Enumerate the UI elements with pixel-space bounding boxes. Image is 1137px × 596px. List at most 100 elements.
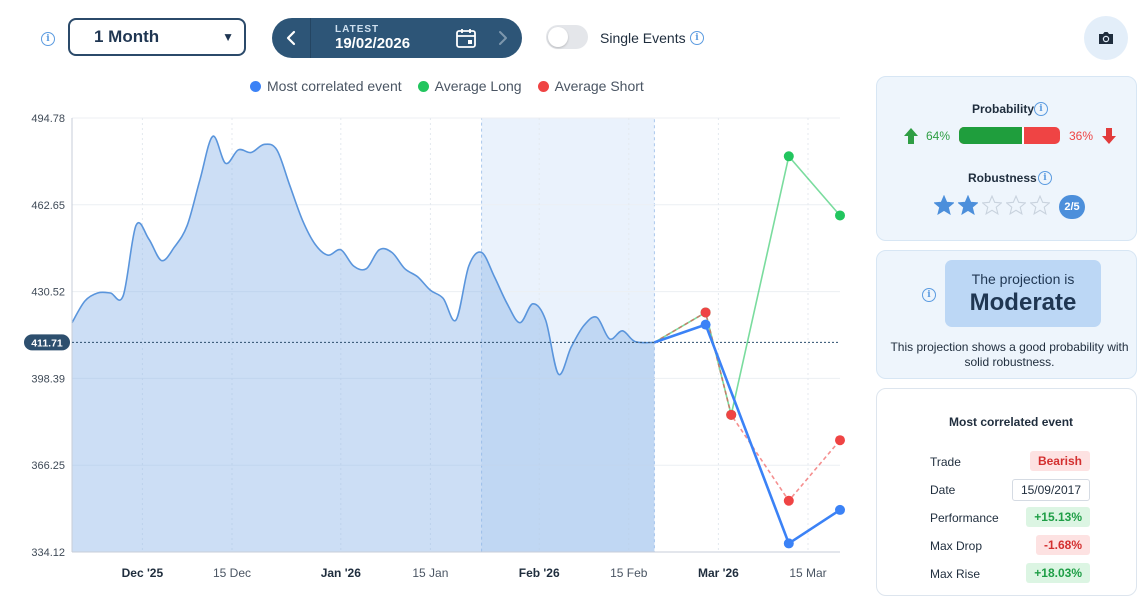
camera-icon [1099,32,1113,44]
probability-panel: Probability i 64% 36% Robustness i 2/5 [876,76,1137,241]
event-row-value: +15.13% [1026,507,1090,527]
event-row-value: -1.68% [1035,535,1090,555]
projection-description: This projection shows a good probability… [890,340,1129,369]
star-filled-icon [958,195,978,215]
legend-dot-red [537,80,549,92]
star-empty-icon [1030,195,1050,215]
date-navigator: LATEST 19/02/2026 [272,18,522,58]
history-line [71,135,655,376]
probability-bar-long-fill [959,127,1024,144]
chevron-right-icon [499,31,507,45]
y-tick-label: 430.52 [31,287,65,299]
screenshot-button[interactable] [1084,16,1128,60]
price-chart[interactable]: 494.78 462.65 430.52 398.39 366.25 334.12 Dec … [0,100,860,596]
legend-dot-blue [250,80,261,92]
arrow-down-icon [1102,128,1116,144]
projection-box: The projection is Moderate [945,260,1101,327]
latest-label: LATEST [335,24,380,35]
series-point [783,538,794,549]
chevron-down-icon: ▼ [222,30,234,44]
star-filled-icon [934,195,954,215]
short-percentage: 36% [1069,129,1094,143]
latest-date: 19/02/2026 [335,35,411,52]
event-row-label: Date [930,483,956,497]
series-line-average-long [653,154,841,416]
star-empty-icon [1006,195,1026,215]
projection-panel: i The projection is Moderate This projec… [876,250,1137,379]
x-tick-label: 15 Dec [213,566,251,580]
period-select[interactable]: 1 Month ▼ [68,18,246,56]
single-events-info-icon[interactable]: i [690,31,704,45]
series-point [783,151,794,162]
legend-dot-green [417,80,429,92]
long-percentage: 64% [926,129,951,143]
chart-legend: Most correlated event Average Long Avera… [250,78,644,94]
series-point [835,435,845,446]
calendar-icon [456,29,476,48]
legend-label: Average Short [554,78,644,94]
event-row-max-drop: Max Drop -1.68% [930,535,1090,557]
current-value-badge [24,334,70,351]
period-info-icon[interactable]: i [41,32,55,46]
y-tick-label: 494.78 [31,113,65,125]
projection-prefix: The projection is [971,271,1075,287]
event-row-label: Max Drop [930,539,983,553]
previous-date-button[interactable] [272,18,310,58]
legend-item-average-short[interactable]: Average Short [537,78,644,94]
event-row-max-rise: Max Rise +18.03% [930,563,1090,585]
probability-title: Probability [972,102,1035,116]
legend-item-most-correlated[interactable]: Most correlated event [250,78,402,94]
robustness-title: Robustness [968,171,1037,185]
x-tick-label: Mar '26 [698,566,739,580]
legend-label: Most correlated event [267,78,402,94]
period-select-value: 1 Month [94,27,160,46]
series-point [835,504,845,515]
event-row-date: Date 15/09/2017 [930,479,1090,501]
nav-divider [310,18,311,58]
toggle-knob [548,27,568,47]
event-row-label: Max Rise [930,567,981,581]
series-point [783,495,794,506]
series-point [700,319,711,330]
current-value-label: 411.71 [31,337,63,349]
correlated-event-title: Most correlated event [949,415,1074,429]
correlated-event-panel: Most correlated event Trade Bearish Date 15… [876,388,1137,596]
series-line-most-correlated-event [653,322,841,546]
probability-bar [959,127,1060,144]
selection-highlight [481,117,655,553]
x-tick-label: Dec '25 [122,566,164,580]
series-point [700,307,711,318]
projection-info-icon[interactable]: i [922,288,936,302]
event-row-label: Performance [930,511,999,525]
x-tick-label: Feb '26 [519,566,560,580]
event-row-label: Trade [930,455,961,469]
probability-info-icon[interactable]: i [1034,102,1048,116]
event-row-value: +18.03% [1026,563,1090,583]
projection-value: Moderate [969,289,1077,316]
single-events-label: Single Events [600,30,686,46]
event-row-value: Bearish [1029,451,1090,471]
robustness-badge: 2/5 [1059,195,1085,219]
x-tick-label: 15 Feb [610,566,648,580]
robustness-info-icon[interactable]: i [1038,171,1052,185]
x-tick-label: 15 Mar [789,566,826,580]
robustness-stars [934,195,1050,215]
next-date-button[interactable] [484,18,522,58]
star-empty-icon [982,195,1002,215]
series-point [726,409,737,420]
single-events-toggle[interactable] [546,25,588,49]
y-tick-label: 366.25 [31,460,65,472]
latest-date-display: LATEST 19/02/2026 [311,24,448,52]
chevron-left-icon [286,30,296,46]
y-tick-label: 462.65 [31,200,65,212]
calendar-button[interactable] [448,27,484,49]
event-row-trade: Trade Bearish [930,451,1090,473]
y-tick-label: 334.12 [31,547,65,559]
event-row-performance: Performance +15.13% [930,507,1090,529]
y-tick-label: 398.39 [31,373,65,385]
legend-item-average-long[interactable]: Average Long [417,78,522,94]
history-area [72,136,655,552]
event-row-value: 15/09/2017 [1011,479,1090,501]
x-tick-label: 15 Jan [412,566,448,580]
series-point [835,210,845,221]
